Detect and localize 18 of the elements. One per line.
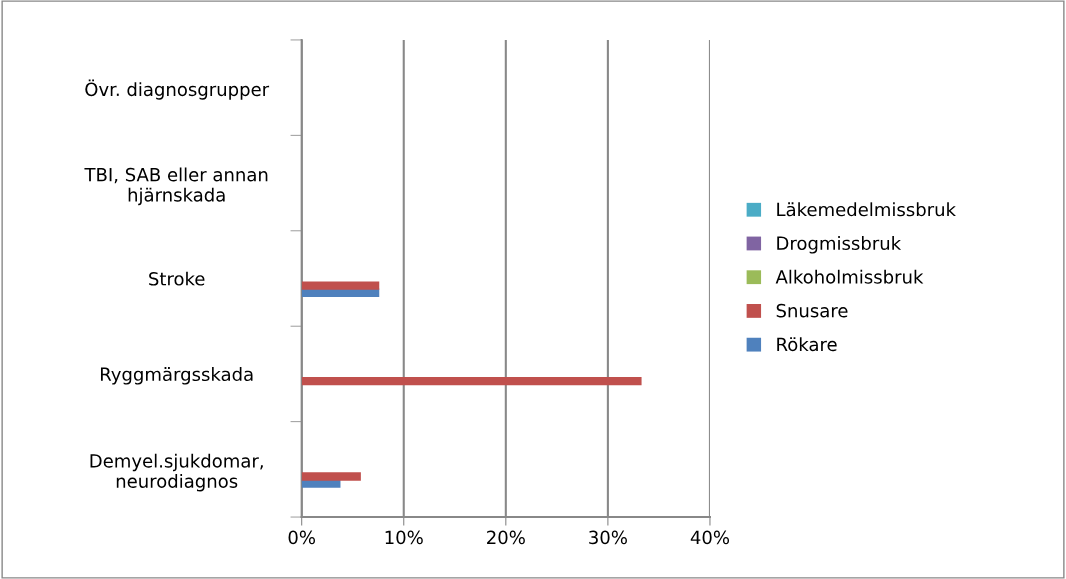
x-tick-label: 10% bbox=[385, 530, 423, 545]
bar bbox=[301, 472, 361, 481]
y-tick-label: Stroke bbox=[149, 271, 205, 286]
legend-label: Läkemedelmissbruk bbox=[777, 202, 956, 217]
y-tick-label: Ryggmärgsskada bbox=[100, 367, 253, 385]
y-tick-label: Demyel.sjukdomar, neurodiagnos bbox=[90, 453, 263, 492]
legend-label: Rökare bbox=[777, 337, 837, 352]
bar bbox=[301, 281, 380, 290]
bar bbox=[301, 376, 642, 386]
legend-label: Drogmissbruk bbox=[777, 236, 902, 254]
x-tick-label: 0% bbox=[288, 530, 315, 545]
y-tick-label: Övr. diagnosgrupper bbox=[85, 79, 270, 100]
legend-label: Snusare bbox=[776, 303, 848, 318]
x-tick-label: 20% bbox=[487, 530, 525, 545]
x-tick-label: 40% bbox=[690, 530, 730, 545]
y-tick-label: TBI, SAB eller annan hjärnskada bbox=[84, 167, 268, 206]
legend-label: Alkoholmissbruk bbox=[775, 269, 924, 284]
x-tick-label: 30% bbox=[589, 530, 627, 545]
